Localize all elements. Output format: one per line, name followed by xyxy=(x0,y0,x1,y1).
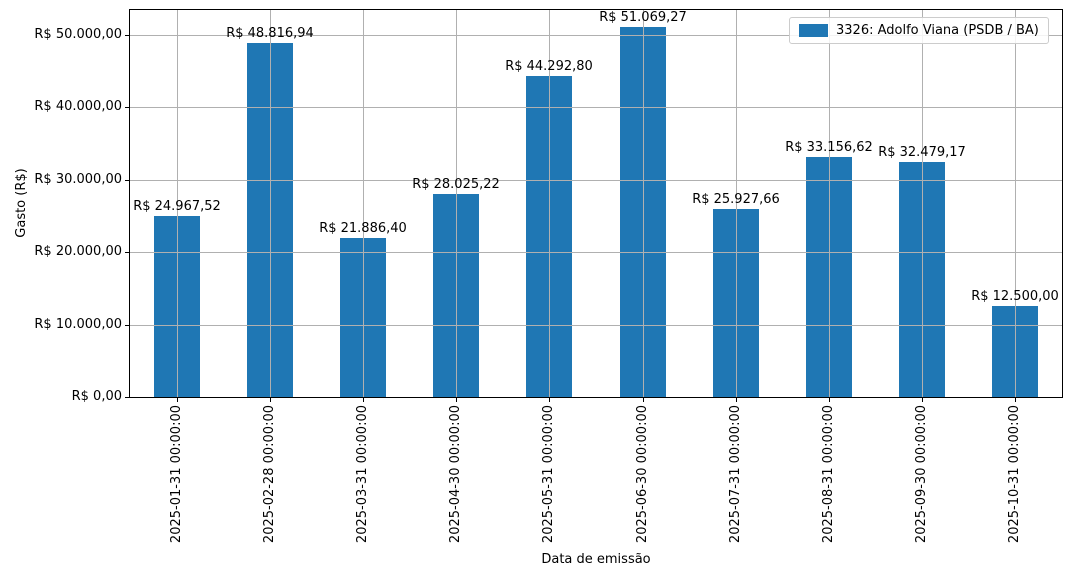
bar-value-label: R$ 48.816,94 xyxy=(226,26,314,41)
bar-value-label: R$ 25.927,66 xyxy=(692,192,780,207)
x-tick-mark xyxy=(363,398,364,402)
y-tick-mark xyxy=(125,252,129,253)
bar-value-label: R$ 51.069,27 xyxy=(599,10,687,25)
y-tick-label: R$ 40.000,00 xyxy=(34,99,122,114)
v-gridline xyxy=(270,10,271,397)
x-tick-mark xyxy=(736,398,737,402)
x-tick-mark xyxy=(177,398,178,402)
bar-value-label: R$ 24.967,52 xyxy=(133,199,221,214)
v-gridline xyxy=(1015,10,1016,397)
x-tick-mark xyxy=(829,398,830,402)
v-gridline xyxy=(736,10,737,397)
bar-value-label: R$ 12.500,00 xyxy=(971,289,1059,304)
bar-value-label: R$ 21.886,40 xyxy=(319,221,407,236)
y-tick-mark xyxy=(125,35,129,36)
v-gridline xyxy=(922,10,923,397)
y-tick-label: R$ 30.000,00 xyxy=(34,172,122,187)
y-tick-mark xyxy=(125,325,129,326)
x-axis-title: Data de emissão xyxy=(541,552,651,567)
y-tick-label: R$ 0,00 xyxy=(71,389,122,404)
h-gridline xyxy=(130,35,1062,36)
y-tick-label: R$ 50.000,00 xyxy=(34,27,122,42)
h-gridline xyxy=(130,325,1062,326)
plot-area xyxy=(129,9,1063,398)
y-tick-mark xyxy=(125,180,129,181)
bar-value-label: R$ 28.025,22 xyxy=(412,177,500,192)
x-tick-mark xyxy=(643,398,644,402)
legend-swatch xyxy=(799,24,828,37)
h-gridline xyxy=(130,107,1062,108)
v-gridline xyxy=(456,10,457,397)
y-tick-label: R$ 20.000,00 xyxy=(34,244,122,259)
y-tick-mark xyxy=(125,397,129,398)
v-gridline xyxy=(177,10,178,397)
h-gridline xyxy=(130,180,1062,181)
bar-value-label: R$ 32.479,17 xyxy=(878,145,966,160)
x-tick-mark xyxy=(456,398,457,402)
x-tick-mark xyxy=(922,398,923,402)
bar-value-label: R$ 44.292,80 xyxy=(505,59,593,74)
x-tick-mark xyxy=(270,398,271,402)
y-tick-mark xyxy=(125,107,129,108)
x-tick-mark xyxy=(549,398,550,402)
y-tick-label: R$ 10.000,00 xyxy=(34,317,122,332)
v-gridline xyxy=(643,10,644,397)
v-gridline xyxy=(549,10,550,397)
legend: 3326: Adolfo Viana (PSDB / BA) xyxy=(789,17,1049,44)
bar-value-label: R$ 33.156,62 xyxy=(785,140,873,155)
v-gridline xyxy=(829,10,830,397)
h-gridline xyxy=(130,252,1062,253)
x-tick-mark xyxy=(1015,398,1016,402)
v-gridline xyxy=(363,10,364,397)
grid-layer xyxy=(130,10,1062,397)
legend-label: 3326: Adolfo Viana (PSDB / BA) xyxy=(836,23,1039,38)
